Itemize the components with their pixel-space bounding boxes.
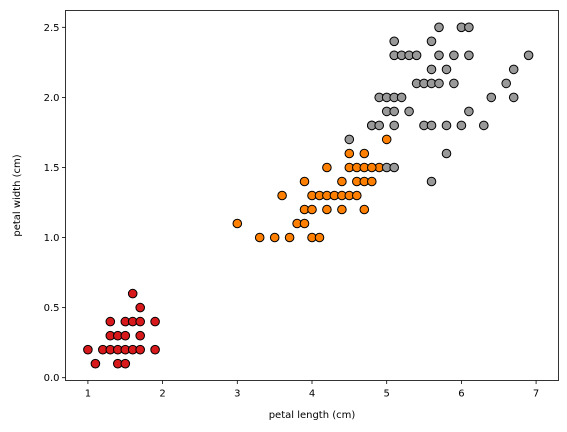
scatter-point [449, 50, 459, 61]
scatter-point [404, 106, 414, 117]
scatter-point [135, 302, 145, 313]
y-tick-label: 0.0 [44, 373, 60, 384]
x-axis-label: petal length (cm) [269, 410, 356, 421]
scatter-point [434, 22, 444, 33]
scatter-point [150, 316, 160, 327]
scatter-point [367, 176, 377, 187]
y-axis-label: petal width (cm) [12, 154, 23, 236]
y-tick-label: 1.0 [44, 233, 60, 244]
scatter-point [352, 190, 362, 201]
scatter-point [344, 148, 355, 159]
scatter-point [135, 344, 145, 355]
x-tick-label: 1 [85, 389, 91, 400]
scatter-point [337, 204, 347, 215]
scatter-point [277, 190, 287, 201]
scatter-point [426, 64, 437, 75]
scatter-point [359, 148, 370, 159]
scatter-point [508, 92, 519, 103]
scatter-point [441, 148, 452, 159]
scatter-point [322, 162, 332, 173]
scatter-point [456, 120, 467, 131]
scatter-point [523, 50, 534, 61]
scatter-point [464, 106, 474, 117]
scatter-point [284, 232, 295, 243]
scatter-point [135, 316, 145, 327]
x-tick-label: 4 [309, 389, 315, 400]
scatter-point [83, 344, 93, 355]
scatter-point [299, 218, 310, 229]
scatter-point [441, 64, 452, 75]
scatter-point [389, 36, 400, 47]
scatter-point [307, 204, 317, 215]
scatter-point [486, 92, 497, 103]
scatter-point [426, 36, 437, 47]
y-tick-label: 2.5 [44, 23, 60, 34]
scatter-point [389, 106, 400, 117]
scatter-point [381, 134, 392, 145]
scatter-point [479, 120, 489, 131]
scatter-point [337, 176, 347, 187]
scatter-point [367, 162, 377, 173]
scatter-point [426, 120, 437, 131]
y-tick-label: 1.5 [44, 163, 60, 174]
scatter-point [426, 176, 437, 187]
scatter-point [105, 316, 116, 327]
scatter-point [150, 344, 160, 355]
x-tick-label: 5 [384, 389, 390, 400]
y-tick-label: 0.5 [44, 303, 60, 314]
scatter-point [232, 218, 243, 229]
y-axis-ticks: 0.0 0.5 1.0 1.5 2.0 2.5 [44, 23, 66, 384]
scatter-point [314, 232, 325, 243]
x-tick-label: 3 [234, 389, 240, 400]
scatter-point [411, 50, 422, 61]
scatter-point [396, 92, 407, 103]
scatter-point [449, 78, 459, 89]
scatter-point [434, 50, 444, 61]
scatter-point [374, 120, 385, 131]
scatter-point [344, 134, 355, 145]
x-tick-label: 6 [458, 389, 464, 400]
scatter-point [434, 78, 444, 89]
x-tick-label: 7 [533, 389, 539, 400]
scatter-point [441, 120, 452, 131]
scatter-point [508, 64, 519, 75]
scatter-point [135, 330, 145, 341]
points-layer [83, 22, 534, 369]
scatter-point [90, 358, 101, 369]
x-tick-label: 2 [159, 389, 165, 400]
scatter-point [322, 204, 332, 215]
scatter-point [389, 120, 400, 131]
scatter-point [389, 162, 400, 173]
scatter-point [269, 232, 280, 243]
x-axis-ticks: 1 2 3 4 5 6 7 [85, 380, 539, 400]
scatter-point [120, 330, 131, 341]
y-tick-label: 2.0 [44, 93, 60, 104]
scatter-point [254, 232, 265, 243]
scatter-point [299, 176, 310, 187]
scatter-point [127, 288, 138, 299]
scatter-point [120, 358, 131, 369]
scatter-point [359, 204, 370, 215]
scatter-point [501, 78, 512, 89]
scatter-point [464, 50, 474, 61]
scatter-point [464, 22, 474, 33]
